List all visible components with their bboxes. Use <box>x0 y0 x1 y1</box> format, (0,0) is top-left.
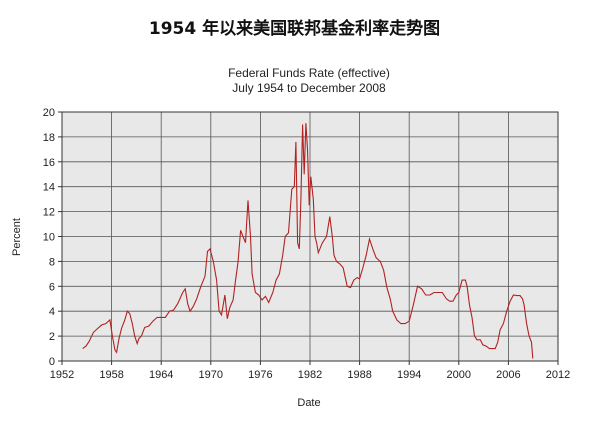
series-line <box>82 123 534 359</box>
x-tick-label: 1958 <box>99 369 123 381</box>
y-tick-label: 4 <box>49 306 55 318</box>
y-tick-label: 8 <box>49 256 55 268</box>
x-tick-label: 1988 <box>347 369 371 381</box>
x-tick-label: 1982 <box>298 369 322 381</box>
chart-subtitle: July 1954 to December 2008 <box>232 81 386 95</box>
axis-ticks: 1952 1958 1964 1970 1976 1982 1988 1994 2000 2006… <box>43 107 570 381</box>
y-tick-label: 12 <box>43 207 55 219</box>
x-axis-label: Date <box>297 397 320 409</box>
y-tick-label: 18 <box>43 132 55 144</box>
chart-title: Federal Funds Rate (effective) <box>228 66 390 80</box>
y-tick-label: 10 <box>43 232 55 244</box>
y-tick-label: 14 <box>43 182 55 194</box>
x-tick-label: 1970 <box>199 369 223 381</box>
x-tick-label: 2012 <box>546 369 570 381</box>
x-tick-label: 2000 <box>447 369 471 381</box>
y-tick-label: 2 <box>49 331 55 343</box>
x-tick-label: 1952 <box>50 369 74 381</box>
page-heading: 1954 年以来美国联邦基金利率走势图 <box>148 19 441 39</box>
y-tick-label: 0 <box>49 356 55 368</box>
y-tick-label: 6 <box>49 281 55 293</box>
x-tick-label: 1964 <box>149 369 173 381</box>
x-tick-label: 1976 <box>248 369 272 381</box>
plot-frame <box>61 111 559 362</box>
y-tick-label: 20 <box>43 107 55 119</box>
y-axis-label: Percent <box>11 218 23 256</box>
x-tick-label: 1994 <box>397 369 421 381</box>
y-tick-label: 16 <box>43 157 55 169</box>
x-tick-label: 2006 <box>496 369 520 381</box>
